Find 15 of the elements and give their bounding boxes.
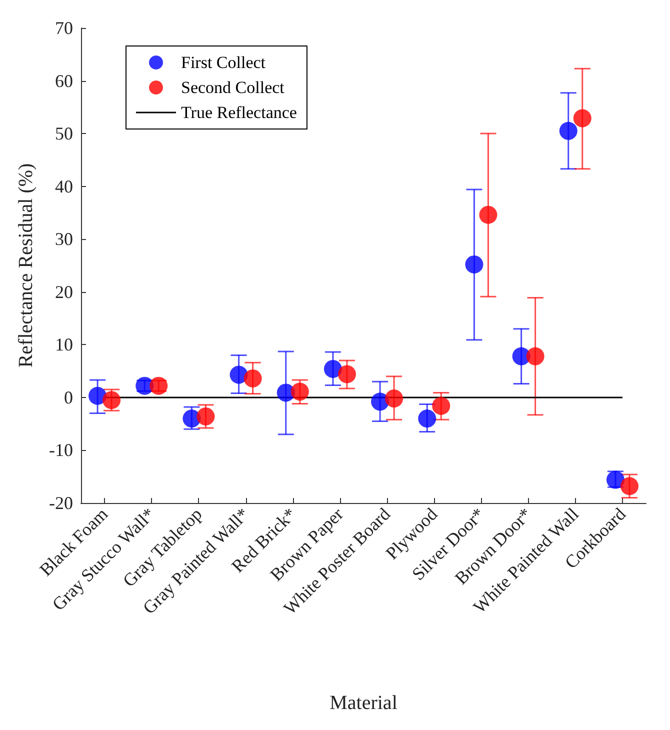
y-tick-label: 50 <box>55 124 73 144</box>
y-tick-label: 20 <box>55 282 73 302</box>
legend-label: First Collect <box>181 53 266 72</box>
legend-label: Second Collect <box>181 78 285 97</box>
x-axis-title: Material <box>330 692 398 714</box>
y-tick-label: 70 <box>55 18 73 38</box>
y-axis-title: Reflectance Residual (%) <box>15 163 37 368</box>
legend-label: True Reflectance <box>181 103 297 122</box>
y-tick-label: 40 <box>55 176 73 196</box>
y-tick-label: 30 <box>55 229 73 250</box>
y-tick-label: 0 <box>64 387 73 408</box>
y-tick-label: -20 <box>49 493 73 513</box>
y-tick-label: 10 <box>55 334 73 355</box>
y-tick-label: 60 <box>55 70 73 91</box>
y-tick-label: -10 <box>49 440 73 460</box>
